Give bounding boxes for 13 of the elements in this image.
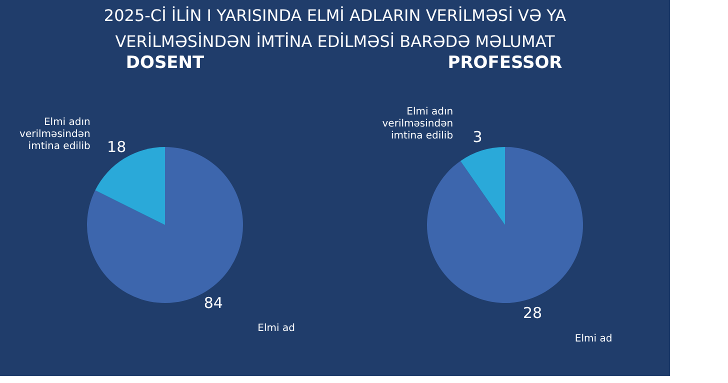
slice-label: Elmi ad [258, 323, 295, 334]
text: 2025-Cİ İLİN I YARISINDA ELMİ ADLARIN VERİLMƏSİ VƏ YA VERİLMƏSİNDƏN İMTİNA EDİLMƏSİ BARƏDƏ MƏLUMAT [104, 6, 566, 51]
data-label: 84 [204, 294, 223, 312]
slice-label: Elmi adın verilməsindən imtina edilib [20, 116, 90, 152]
chart-title: PROFESSOR [448, 53, 562, 73]
data-label: 3 [472, 128, 482, 146]
slice-label: Elmi adın verilməsindən imtina edilib [382, 106, 454, 142]
slice-label: Elmi ad [574, 333, 612, 344]
pie-slice [427, 147, 583, 303]
pie-slice [460, 147, 505, 225]
data-label: 18 [107, 138, 126, 156]
data-label: 28 [522, 304, 542, 322]
chart-title: DOSENT [126, 53, 205, 73]
